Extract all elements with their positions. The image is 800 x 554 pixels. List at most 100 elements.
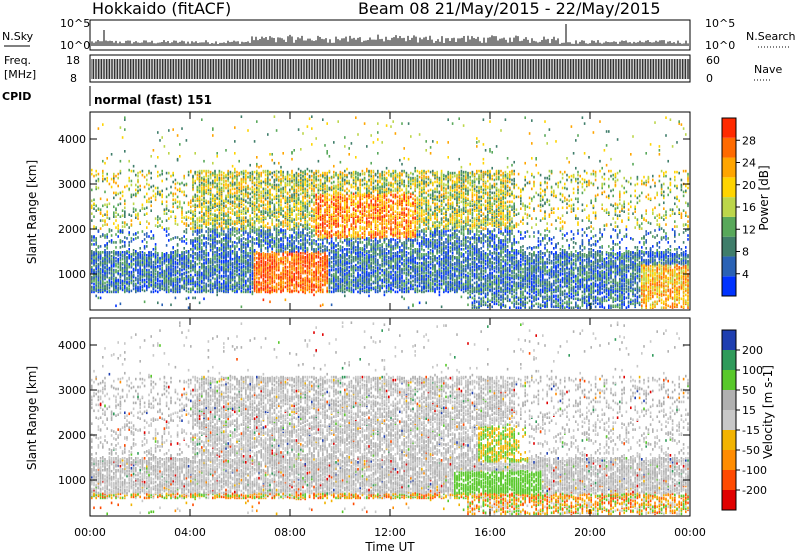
echo-cell — [98, 127, 100, 130]
echo-cell — [109, 228, 111, 231]
echo-cell — [148, 170, 150, 173]
echo-cell — [128, 177, 130, 180]
echo-cell — [135, 189, 137, 192]
echo-cell — [95, 209, 97, 212]
freq-lines — [92, 59, 689, 79]
echo-cell — [120, 279, 122, 282]
echo-cell — [91, 189, 93, 192]
echo-cell — [159, 272, 161, 275]
echo-cell — [146, 179, 148, 182]
echo-cell — [93, 175, 95, 178]
echo-cell — [120, 262, 122, 265]
echo-cell — [153, 248, 155, 251]
echo-cell — [166, 178, 168, 181]
echo-cell — [106, 210, 108, 213]
echo-cell — [115, 251, 117, 254]
beam-title: Beam 08 21/May/2015 - 22/May/2015 — [358, 0, 661, 18]
echo-cell — [98, 245, 100, 248]
echo-cell — [117, 251, 119, 254]
echo-cell — [131, 194, 133, 197]
echo-cell — [133, 263, 135, 266]
echo-cell — [150, 155, 152, 158]
echo-cell — [161, 170, 163, 173]
echo-cell — [157, 283, 159, 286]
echo-cell — [111, 251, 113, 254]
echo-cell — [148, 269, 150, 272]
echo-cell — [133, 165, 135, 168]
echo-cell — [128, 169, 130, 172]
echo-cell — [170, 186, 172, 189]
echo-cell — [91, 286, 93, 289]
echo-cell — [142, 251, 144, 254]
echo-cell — [159, 280, 161, 283]
echo-cell — [148, 198, 150, 201]
echo-cell — [146, 174, 148, 177]
echo-cell — [170, 192, 172, 195]
echo-cell — [102, 274, 104, 277]
echo-cell — [117, 213, 119, 216]
echo-cell — [142, 279, 144, 282]
echo-cell — [104, 191, 106, 194]
echo-cell — [104, 282, 106, 285]
echo-cell — [150, 209, 152, 212]
echo-cell — [168, 239, 170, 242]
echo-cell — [102, 251, 104, 254]
echo-cell — [120, 198, 122, 201]
echo-cell — [168, 289, 170, 292]
echo-cell — [128, 226, 130, 229]
echo-cell — [124, 150, 126, 153]
echo-cell — [168, 227, 170, 230]
echo-cell — [166, 264, 168, 267]
echo-cell — [150, 251, 152, 254]
echo-cell — [124, 244, 126, 247]
echo-cell — [120, 246, 122, 249]
echo-cell — [100, 245, 102, 248]
echo-cell — [159, 139, 161, 142]
echo-cell — [142, 204, 144, 207]
echo-cell — [131, 219, 133, 222]
echo-cell — [155, 251, 157, 254]
echo-cell — [95, 174, 97, 177]
cpid-panel: CPID normal (fast) 151 — [2, 86, 212, 107]
echo-cell — [133, 210, 135, 213]
echo-cell — [170, 289, 172, 292]
echo-cell — [104, 234, 106, 237]
echo-cell — [142, 240, 144, 243]
echo-cell — [113, 197, 115, 200]
echo-cell — [98, 229, 100, 232]
echo-cell — [142, 230, 144, 233]
echo-cell — [128, 288, 130, 291]
echo-cell — [139, 260, 141, 263]
echo-cell — [137, 175, 139, 178]
echo-cell — [135, 174, 137, 177]
echo-cell — [137, 212, 139, 215]
echo-cell — [170, 251, 172, 254]
echo-cell — [146, 193, 148, 196]
echo-cell — [106, 180, 108, 183]
echo-cell — [161, 288, 163, 291]
echo-cell — [124, 285, 126, 288]
echo-cell — [93, 239, 95, 242]
echo-cell — [128, 251, 130, 254]
echo-cell — [120, 257, 122, 260]
echo-cell — [168, 217, 170, 220]
echo-cell — [142, 289, 144, 292]
echo-cell — [135, 184, 137, 187]
echo-cell — [148, 184, 150, 187]
echo-cell — [104, 223, 106, 226]
echo-cell — [106, 223, 108, 226]
echo-cell — [168, 286, 170, 289]
echo-cell — [146, 200, 148, 203]
echo-cell — [157, 271, 159, 274]
echo-cell — [161, 180, 163, 183]
echo-cell — [91, 239, 93, 242]
echo-cell — [117, 230, 119, 233]
echo-cell — [104, 266, 106, 269]
echo-cell — [93, 215, 95, 218]
echo-cell — [98, 173, 100, 176]
echo-cell — [111, 281, 113, 284]
echo-cell — [113, 192, 115, 195]
echo-cell — [166, 205, 168, 208]
echo-cell — [172, 246, 174, 249]
echo-cell — [155, 276, 157, 279]
